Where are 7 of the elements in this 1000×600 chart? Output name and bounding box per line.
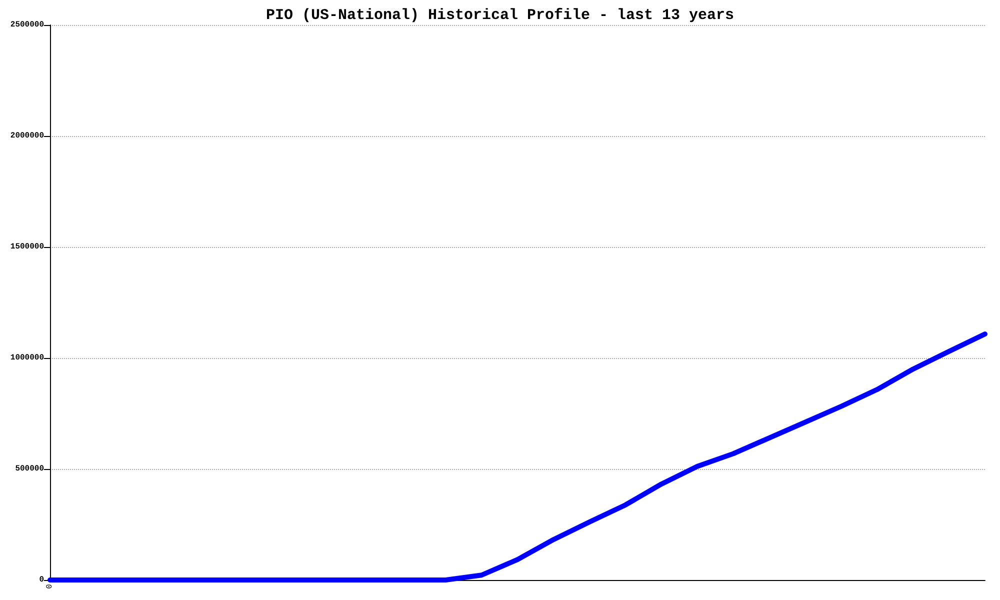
y-tick-label: 2500000 <box>10 20 44 30</box>
y-tick-label: 500000 <box>15 464 44 474</box>
y-tick-label: 2000000 <box>10 132 44 140</box>
chart-title: PIO (US-National) Historical Profile - last 13 years <box>266 7 734 24</box>
y-tick-label: 1000000 <box>10 354 44 362</box>
category-label: 0 <box>46 584 54 589</box>
y-tick-label: 1500000 <box>10 242 44 252</box>
